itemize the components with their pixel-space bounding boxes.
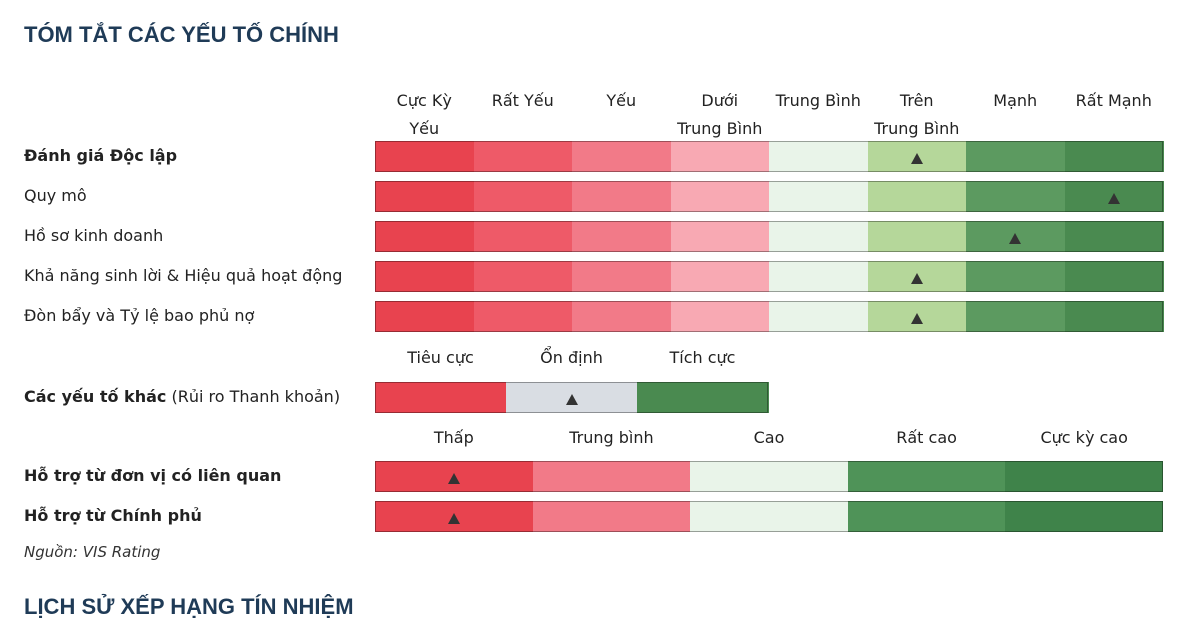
scale-cell	[473, 181, 573, 212]
scale-cell	[769, 261, 868, 292]
scale-cell	[670, 221, 770, 252]
scale-cell	[637, 382, 769, 413]
scale-cell	[375, 221, 474, 252]
row-label-text: Hỗ trợ từ Chính phủ	[24, 506, 202, 525]
row-label-text: Các yếu tố khác	[24, 387, 167, 406]
scale-cell	[473, 221, 573, 252]
scale-label: Rất cao	[896, 428, 957, 447]
bar-border	[375, 382, 768, 413]
scale-cell	[375, 301, 474, 332]
row-label-note: (Rủi ro Thanh khoản)	[171, 387, 341, 406]
bar-border	[375, 301, 1163, 332]
row-label: Hỗ trợ từ Chính phủ	[24, 501, 202, 531]
scale-label: Cực Kỳ Yếu	[396, 91, 452, 138]
row-label: Hồ sơ kinh doanh	[24, 221, 163, 251]
scale-cell	[375, 382, 507, 413]
scale-label: Cực kỳ cao	[1040, 428, 1128, 447]
marker	[910, 313, 923, 324]
scale-cell	[966, 181, 1065, 212]
scale-cell	[670, 141, 770, 172]
scale-cell	[473, 261, 573, 292]
bar-border	[375, 461, 1163, 492]
scale-cell	[670, 301, 770, 332]
scale-cell	[1005, 501, 1164, 532]
scale-cell	[769, 141, 868, 172]
marker	[910, 153, 923, 164]
row-label-text: Quy mô	[24, 186, 87, 205]
scale-label: Rất Mạnh	[1075, 91, 1152, 110]
section-title: LỊCH SỬ XẾP HẠNG TÍN NHIỆM	[24, 594, 354, 619]
scale-cell	[375, 261, 474, 292]
section-title: TÓM TẮT CÁC YẾU TỐ CHÍNH	[24, 22, 339, 47]
scale-label: Trên Trung Bình	[874, 91, 960, 138]
marker	[910, 273, 923, 284]
scale-cell	[572, 181, 671, 212]
scale-cell	[690, 501, 849, 532]
scale-cell	[1064, 301, 1164, 332]
scale-cell	[473, 141, 573, 172]
source: Nguồn: VIS Rating	[24, 543, 161, 561]
scale-cell	[867, 221, 967, 252]
scale-cell	[375, 141, 474, 172]
scale-cell	[670, 181, 770, 212]
scale-cell	[1005, 461, 1164, 492]
scale-cell	[572, 141, 671, 172]
scale-cell	[1064, 261, 1164, 292]
row-label-text: Hồ sơ kinh doanh	[24, 226, 164, 245]
scale-cell	[375, 181, 474, 212]
scale-cell	[847, 501, 1006, 532]
scale-cell	[966, 301, 1065, 332]
scale-cell	[572, 221, 671, 252]
row-label-text: Khả năng sinh lời & Hiệu quả hoạt động	[24, 266, 343, 285]
marker	[1107, 193, 1120, 204]
scale-cell	[532, 461, 691, 492]
scale-label: Yếu	[606, 91, 637, 110]
row-label: Khả năng sinh lời & Hiệu quả hoạt động	[24, 261, 342, 291]
marker	[565, 394, 578, 405]
scale-label: Trung Bình	[775, 91, 861, 110]
scale-cell	[966, 141, 1065, 172]
row-label: Đòn bẩy và Tỷ lệ bao phủ nợ	[24, 301, 254, 331]
marker	[447, 513, 460, 524]
scale-cell	[1064, 141, 1164, 172]
scale-cell	[572, 261, 671, 292]
scale-cell	[847, 461, 1006, 492]
scale-cell	[966, 261, 1065, 292]
scale-cell	[670, 261, 770, 292]
scale-cell	[532, 501, 691, 532]
row-label: Quy mô	[24, 181, 87, 211]
scale-label: Dưới Trung Bình	[677, 91, 763, 138]
scale-label: Ổn định	[540, 348, 603, 367]
scale-label: Tích cực	[669, 348, 736, 367]
scale-label: Tiêu cực	[407, 348, 474, 367]
row-label: Các yếu tố khác (Rủi ro Thanh khoản)	[24, 382, 340, 412]
row-label: Hỗ trợ từ đơn vị có liên quan	[24, 461, 281, 491]
bar-border	[375, 221, 1163, 252]
scale-cell	[769, 181, 868, 212]
marker	[447, 473, 460, 484]
scale-label: Thấp	[433, 428, 474, 447]
scale-label: Mạnh	[993, 91, 1038, 110]
bar-border	[375, 501, 1163, 532]
row-label-text: Đánh giá Độc lập	[24, 146, 178, 165]
scale-label: Rất Yếu	[491, 91, 554, 110]
bar-border	[375, 181, 1163, 212]
bar-border	[375, 141, 1163, 172]
scale-cell	[1064, 221, 1164, 252]
scale-label: Cao	[753, 428, 785, 447]
scale-cell	[690, 461, 849, 492]
scale-cell	[572, 301, 671, 332]
scale-cell	[769, 301, 868, 332]
scale-cell	[769, 221, 868, 252]
row-label: Đánh giá Độc lập	[24, 141, 177, 171]
scale-cell	[473, 301, 573, 332]
row-label-text: Hỗ trợ từ đơn vị có liên quan	[24, 466, 282, 485]
marker	[1009, 233, 1022, 244]
bar-border	[375, 261, 1163, 292]
scale-label: Trung bình	[569, 428, 654, 447]
row-label-text: Đòn bẩy và Tỷ lệ bao phủ nợ	[24, 306, 255, 325]
scale-cell	[867, 181, 967, 212]
